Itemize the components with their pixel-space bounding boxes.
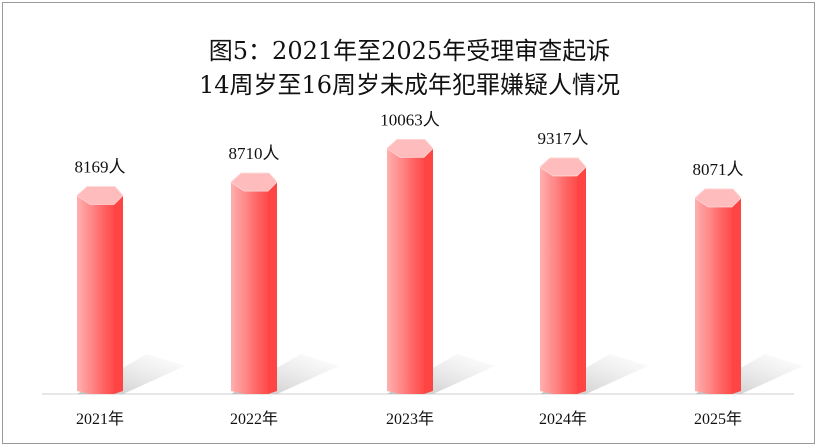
data-label: 10063人: [380, 110, 440, 129]
bar-right-face: [114, 195, 123, 394]
bar-right-face: [577, 166, 586, 394]
bar-top-cap: [694, 188, 742, 208]
bar: [553, 175, 577, 394]
bar: [400, 157, 424, 394]
bar-right-face: [268, 182, 277, 394]
bar: [244, 191, 268, 394]
bar-left-face: [695, 197, 708, 394]
chart-title-line-1: 图5：2021年至2025年受理审查起诉: [208, 37, 611, 65]
data-label: 9317人: [538, 129, 589, 148]
x-tick-label: 2021年: [76, 410, 124, 428]
bar-right-face: [732, 197, 741, 394]
chart-title-line-2: 14周岁至16周岁未成年犯罪嫌疑人情况: [198, 71, 621, 99]
x-tick-label: 2025年: [694, 410, 742, 428]
data-label: 8071人: [693, 160, 744, 179]
bar-top-cap: [539, 157, 587, 177]
x-tick-label: 2022年: [230, 410, 278, 428]
bar-left-face: [77, 195, 90, 394]
x-tick-label: 2023年: [386, 410, 434, 428]
bar: [90, 204, 114, 394]
x-tick-label: 2024年: [539, 410, 587, 428]
bar-right-face: [424, 148, 433, 394]
bar-left-face: [231, 182, 244, 394]
data-label: 8169人: [75, 158, 126, 177]
bar-top-cap: [230, 172, 278, 192]
bar-top-cap: [76, 186, 124, 205]
bar-top-cap: [386, 138, 434, 158]
bar-left-face: [540, 166, 553, 394]
data-label: 8710人: [229, 144, 280, 163]
bar: [708, 206, 732, 394]
bar-left-face: [387, 148, 400, 394]
